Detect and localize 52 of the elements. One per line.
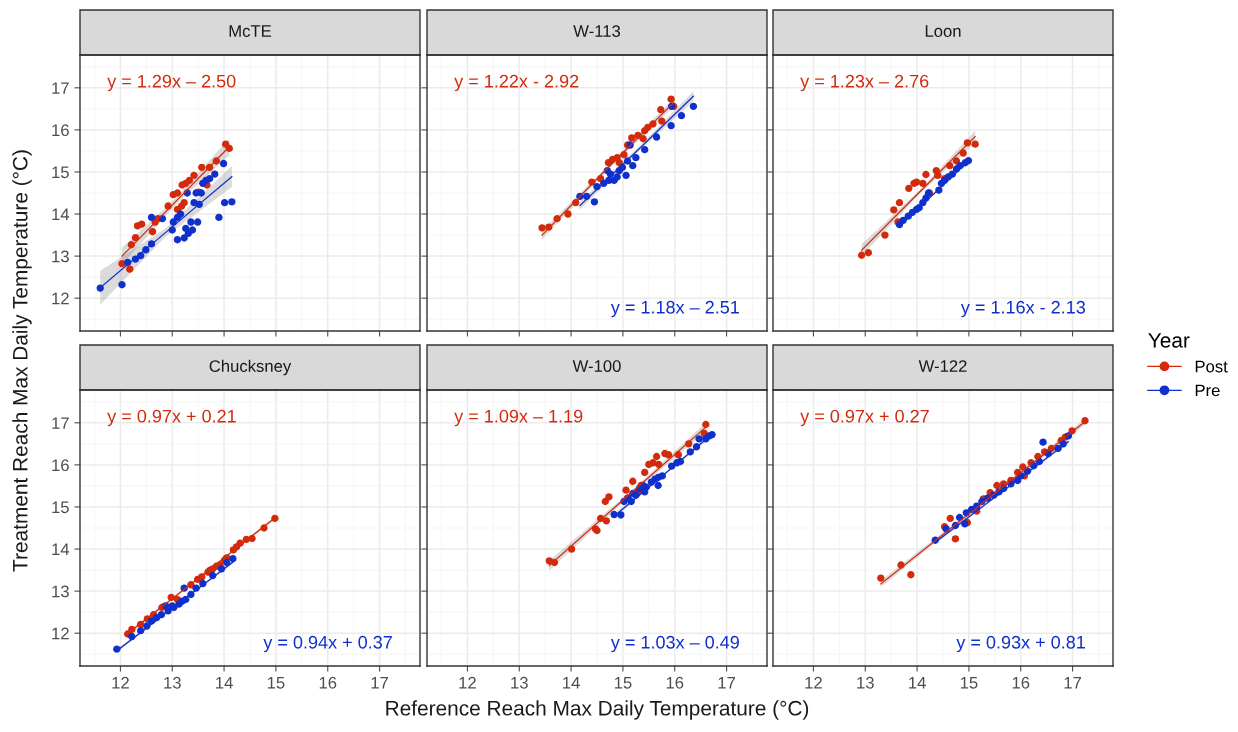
x-tick-label: 13 [164, 676, 181, 689]
y-tick-label: 12 [52, 627, 69, 640]
x-tick-label: 15 [960, 677, 978, 689]
annotation: y = 1.22x - 2.92 [454, 74, 579, 92]
x-axis-title: Reference Reach Max Daily Temperature (°C) [386, 700, 809, 720]
x-tick-label: 14 [563, 677, 580, 689]
annotation: y = 0.97x + 0.27 [800, 409, 929, 427]
x-tick-label: 14 [216, 677, 233, 689]
y-tick-label: 17 [52, 82, 69, 94]
y-tick-label: 16 [52, 124, 69, 137]
annotation: y = 1.16x - 2.13 [960, 300, 1086, 318]
x-tick-label: 12 [459, 676, 476, 689]
x-tick-label: 17 [371, 677, 389, 689]
legend-title: Year [1148, 333, 1190, 348]
y-axis-title: Treatment Reach Max Daily Temperature (°C) [12, 150, 32, 572]
chart-title: W-113 [573, 25, 621, 37]
chart-title: W-100 [572, 360, 621, 372]
x-tick-label: 17 [1064, 677, 1082, 689]
legend-label: Post [1195, 360, 1228, 373]
y-tick-label: 17 [52, 417, 69, 429]
x-tick-label: 15 [267, 677, 285, 689]
x-tick-label: 16 [319, 676, 337, 689]
chart-title: McTE [229, 25, 272, 37]
chart-title: W-122 [918, 360, 967, 372]
y-tick-label: 15 [52, 166, 69, 179]
x-tick-label: 16 [666, 676, 684, 689]
y-tick-label: 16 [52, 459, 69, 472]
x-tick-label: 15 [614, 677, 632, 689]
annotation: y = 0.94x + 0.37 [263, 635, 392, 653]
y-tick-label: 12 [52, 292, 69, 305]
x-tick-label: 13 [857, 676, 874, 689]
x-tick-label: 12 [805, 676, 822, 689]
y-tick-label: 14 [52, 208, 70, 221]
chart-title: Chucksney [209, 359, 292, 376]
x-tick-label: 14 [909, 677, 926, 689]
annotation: y = 0.93x + 0.81 [956, 635, 1085, 653]
x-tick-label: 17 [718, 677, 736, 689]
chart-title: Loon [925, 25, 961, 37]
x-tick-label: 13 [511, 676, 528, 689]
x-tick-label: 16 [1012, 676, 1030, 689]
annotation: y = 1.23x – 2.76 [800, 74, 929, 92]
x-tick-label: 12 [112, 676, 129, 689]
annotation: y = 1.29x – 2.50 [107, 74, 236, 92]
legend-label: Pre [1195, 384, 1220, 397]
annotation: y = 0.97x + 0.21 [107, 409, 236, 427]
y-tick-label: 13 [52, 585, 69, 598]
annotation: y = 1.18x – 2.51 [610, 300, 739, 318]
y-tick-label: 13 [52, 250, 69, 263]
y-tick-label: 15 [52, 501, 69, 514]
annotation: y = 1.03x – 0.49 [610, 635, 739, 653]
annotation: y = 1.09x – 1.19 [454, 409, 583, 427]
y-tick-label: 14 [52, 543, 70, 556]
